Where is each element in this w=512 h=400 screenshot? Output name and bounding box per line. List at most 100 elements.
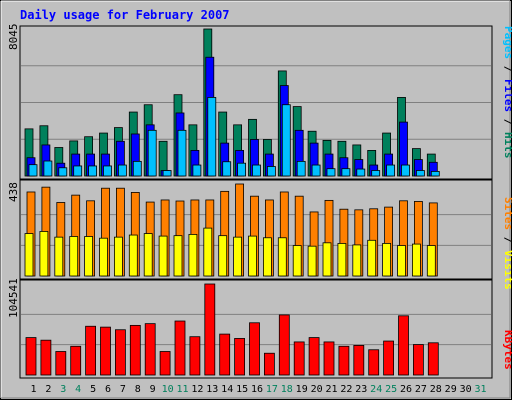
- kbytes-legend: KBytes: [502, 330, 512, 370]
- pages-bar: [147, 129, 157, 177]
- kbytes-bar: [189, 336, 201, 376]
- kbytes-bar: [338, 345, 350, 376]
- kbytes-bar: [383, 340, 395, 376]
- pages-bar: [43, 160, 53, 177]
- sites-bar: [397, 245, 406, 277]
- kbytes-bar: [249, 322, 260, 376]
- sites-bar: [128, 234, 138, 277]
- kbytes-bar: [40, 339, 52, 376]
- legend-files: Files: [502, 79, 512, 112]
- day-label: 22: [340, 384, 352, 395]
- day-label: 7: [120, 384, 126, 395]
- kbytes-bar: [234, 338, 246, 376]
- pages-bar: [222, 161, 232, 177]
- pages-bar: [252, 164, 261, 177]
- day-label: 25: [385, 384, 397, 395]
- day-label: 23: [355, 384, 367, 395]
- sites-bar: [248, 235, 257, 277]
- sites-bar: [322, 242, 332, 277]
- day-label: 1: [30, 384, 36, 395]
- day-label: 30: [460, 384, 472, 395]
- pages-bar: [326, 168, 336, 177]
- kbytes-bar: [427, 342, 439, 376]
- day-label: 27: [415, 384, 427, 395]
- hits-max-label: 8045: [7, 24, 20, 51]
- x-axis-day-labels: 1 2 3 4 5 6 7 8 9 10 11 12 13 14 15 16 17 18 19 20 21 22 23 24 2…: [30, 384, 486, 395]
- legend-kbytes: KBytes: [502, 330, 512, 370]
- kbytes-bar: [144, 323, 156, 376]
- day-label: 16: [251, 384, 263, 395]
- pages-bar: [281, 104, 291, 177]
- kbytes-bar: [219, 333, 231, 376]
- day-label: 24: [370, 384, 382, 395]
- legend-sep: /: [502, 119, 512, 126]
- kbytes-bar: [293, 341, 305, 376]
- sites-bar: [203, 227, 213, 277]
- day-label: 31: [474, 384, 486, 395]
- legend-sep: /: [502, 237, 512, 244]
- pages-bar: [162, 170, 172, 177]
- pages-bar: [430, 171, 440, 177]
- sites-bar: [233, 236, 243, 277]
- kbytes-bar: [159, 351, 171, 376]
- pages-bar: [341, 168, 351, 177]
- day-label: 4: [75, 384, 81, 395]
- day-label: 5: [90, 384, 96, 395]
- sites-bar: [99, 237, 108, 277]
- pages-bar: [266, 166, 276, 177]
- day-label: 21: [325, 384, 337, 395]
- day-label: 18: [281, 384, 293, 395]
- kbytes-bar: [25, 337, 37, 376]
- day-label: 19: [296, 384, 308, 395]
- day-label: 26: [400, 384, 412, 395]
- legend-sites: Sites: [502, 197, 512, 230]
- legend-sep: /: [502, 66, 512, 73]
- pages-bar: [237, 162, 247, 177]
- kbytes-bar: [174, 320, 186, 376]
- pages-bar: [386, 164, 396, 177]
- pages-bar: [28, 164, 38, 177]
- kbytes-bar: [55, 351, 67, 376]
- kbytes-bar: [398, 315, 409, 376]
- pages-bar: [132, 160, 142, 177]
- day-label: 11: [176, 384, 188, 395]
- kbytes-bar: [353, 345, 365, 376]
- pages-bar: [192, 164, 202, 177]
- kbytes-bar: [129, 324, 141, 376]
- sites-bar: [411, 243, 421, 277]
- hits-files-pages-panel: [19, 25, 493, 180]
- sites-bar: [337, 243, 347, 277]
- sites-bar: [143, 233, 153, 277]
- visits-max-label: 438: [7, 182, 20, 202]
- pages-bar: [311, 164, 321, 177]
- day-label: 9: [150, 384, 156, 395]
- sites-bar: [262, 237, 272, 277]
- sites-bar: [158, 235, 168, 277]
- pages-bar: [415, 170, 425, 177]
- pages-bar: [296, 160, 306, 177]
- sites-bar: [218, 235, 228, 277]
- pages-bar: [73, 165, 83, 177]
- day-label: 6: [105, 384, 111, 395]
- day-label: 29: [445, 384, 457, 395]
- pages-bar: [207, 97, 217, 177]
- sites-bar: [352, 244, 362, 277]
- pages-bar: [401, 164, 410, 177]
- pages-bar: [371, 170, 381, 177]
- kbytes-bar: [308, 337, 320, 376]
- kbytes-bar: [85, 325, 96, 376]
- sites-bar: [54, 236, 64, 277]
- day-label: 20: [311, 384, 323, 395]
- kbytes-bar: [100, 326, 111, 376]
- day-label: 10: [162, 384, 174, 395]
- day-label: 28: [430, 384, 442, 395]
- sites-bar: [188, 234, 198, 277]
- day-label: 2: [45, 384, 51, 395]
- legend-pages: Pages: [502, 26, 512, 59]
- day-label: 17: [266, 384, 278, 395]
- chart-title: Daily usage for February 2007: [20, 8, 230, 22]
- day-label: 14: [221, 384, 233, 395]
- day-label: 15: [236, 384, 248, 395]
- day-label: 8: [135, 384, 141, 395]
